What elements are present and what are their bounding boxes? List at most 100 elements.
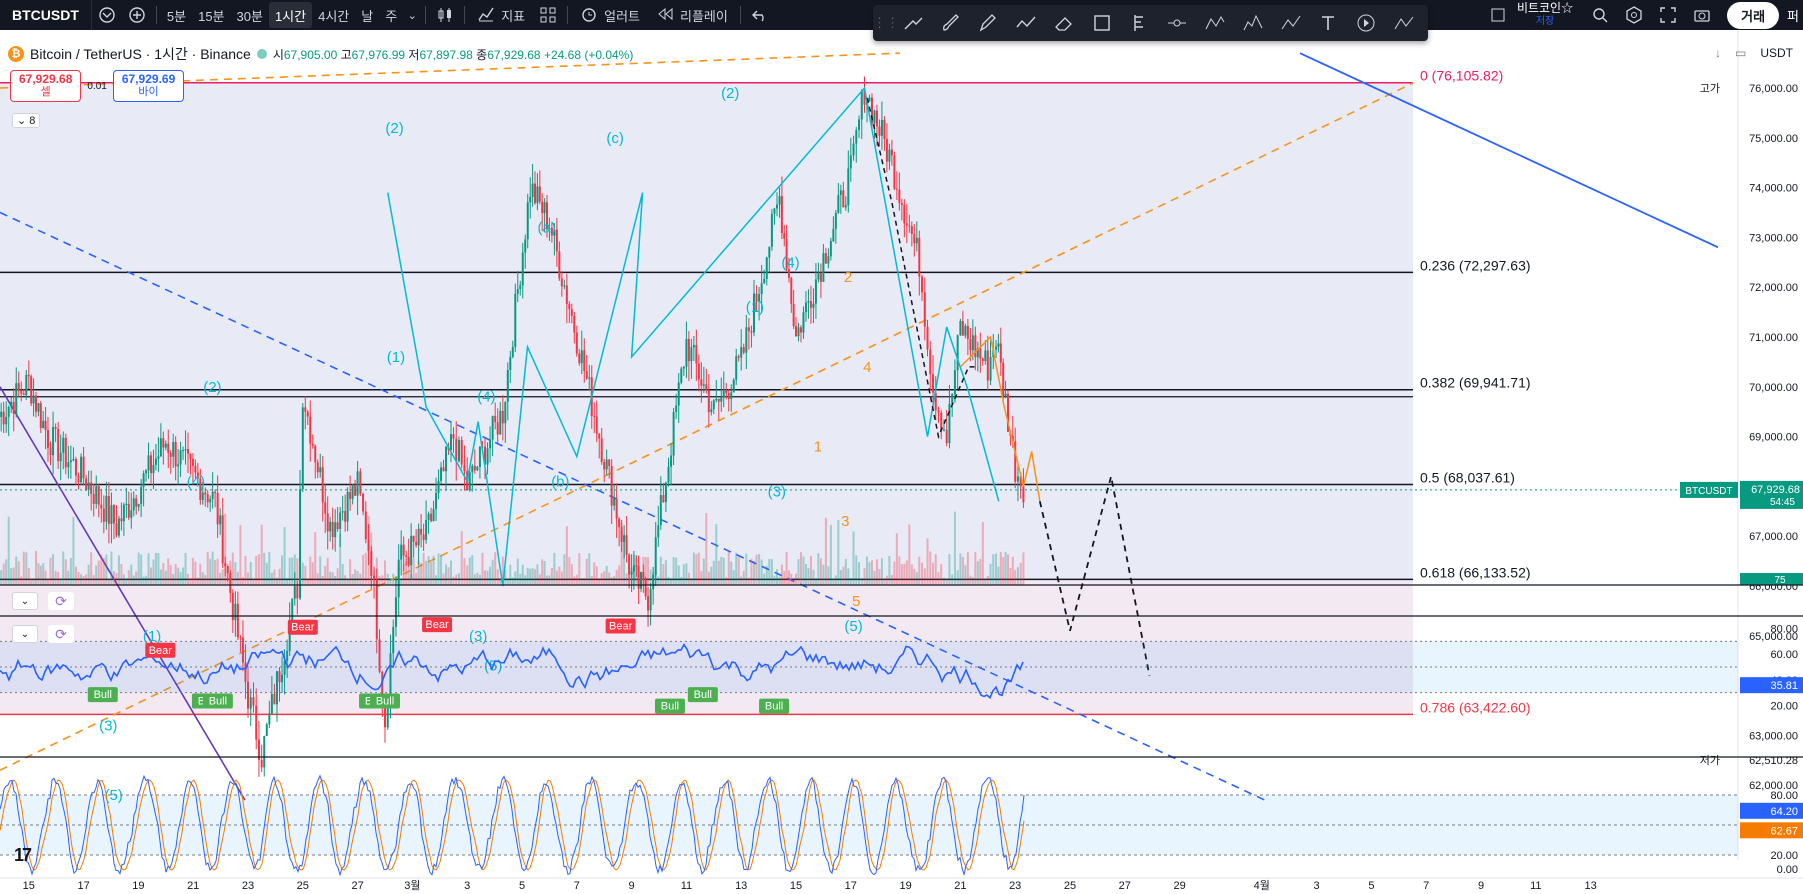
brush-tool-icon[interactable] — [933, 8, 969, 38]
candle-body — [362, 493, 365, 512]
timeframe-1d[interactable]: 날 — [361, 8, 374, 24]
pattern-tool-icon[interactable] — [1159, 8, 1195, 38]
fullscreen-icon[interactable] — [1653, 0, 1683, 30]
volume-bar — [799, 552, 802, 585]
trendline-tool-icon[interactable] — [895, 8, 931, 38]
eraser-icon[interactable] — [1046, 8, 1082, 38]
volume-bar — [780, 564, 783, 585]
undo-icon[interactable] — [745, 0, 775, 30]
buy-button[interactable]: 67,929.69 바이 — [112, 70, 185, 102]
volume-bar — [598, 578, 601, 585]
collapse-pane-button[interactable]: ⌄ — [12, 592, 38, 610]
alert-button[interactable]: 얼러트 — [572, 2, 648, 28]
wxy-wave-icon[interactable] — [1386, 8, 1422, 38]
indicator-count-toggle[interactable]: ⌄ 8 — [12, 113, 41, 128]
timeframe-30m[interactable]: 30분 — [236, 8, 263, 24]
replay-button[interactable]: 리플레이 — [648, 2, 736, 28]
gear-icon[interactable] — [1619, 0, 1649, 30]
publish-button[interactable]: 퍼 — [1787, 8, 1799, 24]
candle-body — [381, 671, 384, 700]
candle-body — [844, 205, 847, 208]
rsi-axis-tick: 60.00 — [1770, 649, 1798, 661]
timeframe-1w[interactable]: 주 — [385, 8, 398, 24]
candle-body — [732, 379, 735, 393]
layout-checkbox-icon[interactable] — [1483, 0, 1513, 30]
long-position-icon[interactable] — [1122, 8, 1158, 38]
play-icon[interactable] — [1348, 8, 1384, 38]
time-axis-tick: 15 — [790, 880, 802, 892]
trade-button[interactable]: 거래 — [1727, 1, 1780, 29]
volume-bar — [635, 557, 638, 585]
elliott-wave-icon[interactable] — [1235, 8, 1271, 38]
volume-bar — [150, 567, 153, 585]
pen-tool-icon[interactable] — [971, 8, 1007, 38]
abcd-pattern-icon[interactable] — [1197, 8, 1233, 38]
candle-type-icon[interactable] — [430, 0, 460, 30]
volume-bar — [974, 551, 977, 585]
volume-bar — [42, 563, 45, 585]
volume-bar — [432, 555, 435, 585]
candle-body — [536, 186, 539, 204]
volume-bar — [710, 566, 713, 585]
refresh-icon[interactable]: ⟳ — [48, 625, 74, 643]
add-symbol-icon[interactable] — [122, 0, 152, 30]
candle-body — [112, 505, 115, 524]
camera-icon[interactable] — [1687, 0, 1717, 30]
candle-body — [553, 229, 556, 236]
drag-handle-icon[interactable]: ⋮⋮ — [873, 15, 899, 30]
collapse-pane-button[interactable]: ⌄ — [12, 625, 38, 643]
chevron-down-icon[interactable]: ⌄ — [407, 9, 417, 22]
path-tool-icon[interactable] — [1008, 8, 1044, 38]
candle-body — [375, 579, 378, 640]
candle-body — [758, 293, 761, 302]
volume-bar — [174, 563, 177, 585]
compare-icon[interactable] — [92, 0, 122, 30]
abc-wave-icon[interactable] — [1273, 8, 1309, 38]
volume-bar — [543, 560, 546, 585]
candle-body — [855, 130, 858, 144]
layout-name-button[interactable]: 비트코인☆ 저장 — [1517, 2, 1573, 28]
candle-body — [1011, 435, 1014, 442]
candle-body — [639, 571, 642, 589]
volume-bar — [682, 564, 685, 585]
candle-body — [115, 523, 118, 536]
volume-bar — [644, 556, 647, 585]
rectangle-tool-icon[interactable] — [1084, 8, 1120, 38]
arrow-down-icon[interactable]: ↓ — [1714, 46, 1721, 60]
legend-title[interactable]: Bitcoin / TetherUS · 1시간 · Binance — [30, 46, 251, 62]
volume-bar — [921, 562, 924, 585]
volume-bar — [687, 572, 690, 585]
sell-button[interactable]: 67,929.68 셀 — [10, 70, 82, 102]
volume-bar — [898, 556, 901, 585]
text-tool-icon[interactable] — [1311, 8, 1347, 38]
symbol-search-button[interactable]: BTCUSDT — [0, 0, 92, 30]
volume-bar — [172, 573, 175, 585]
chart-canvas[interactable]: 0 (76,105.82) 0.236 (72,297.63) 0.382 (69,… — [0, 30, 1803, 894]
refresh-icon[interactable]: ⟳ — [48, 592, 74, 610]
timeframe-5m[interactable]: 5분 — [166, 8, 187, 24]
volume-bar — [550, 567, 553, 585]
maximize-icon[interactable]: ▭ — [1734, 46, 1747, 60]
indicators-button[interactable]: 지표 — [469, 2, 533, 28]
candle-body — [150, 455, 153, 474]
candle-body — [608, 459, 611, 467]
timeframe-15m[interactable]: 15분 — [198, 8, 225, 24]
candle-body — [54, 426, 57, 429]
timeframe-4h[interactable]: 4시간 — [318, 8, 350, 24]
currency-select[interactable]: USDT — [1760, 46, 1793, 60]
search-icon[interactable] — [1585, 0, 1615, 30]
volume-bar — [613, 576, 616, 585]
timeframe-1h[interactable]: 1시간 — [268, 2, 313, 28]
candle-body — [326, 513, 329, 532]
candle-body — [15, 383, 18, 414]
bull-signal-bg — [370, 693, 400, 709]
candle-body — [893, 155, 896, 189]
templates-icon[interactable] — [533, 0, 563, 30]
volume-bar — [10, 568, 13, 585]
volume-bar — [422, 552, 425, 585]
candle-body — [870, 97, 873, 124]
volume-bar — [690, 578, 693, 585]
volume-bar — [92, 574, 95, 585]
candle-body — [336, 522, 339, 530]
volume-bar — [460, 531, 463, 585]
